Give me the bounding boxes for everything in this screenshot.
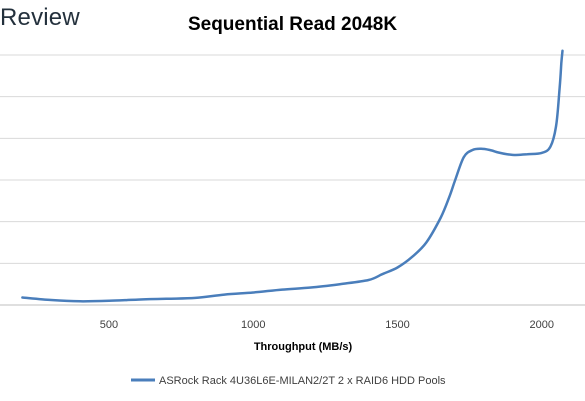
series-line	[21, 49, 564, 303]
x-tick-label: 1500	[385, 319, 409, 331]
chart-title: Sequential Read 2048K	[187, 14, 398, 35]
x-tick-label: 500	[100, 319, 118, 331]
brand-logo: Review	[0, 4, 80, 31]
x-tick-labels: 500 1000 1500 2000	[100, 319, 554, 331]
gridlines	[0, 54, 585, 264]
legend-label: ASRock Rack 4U36L6E-MILAN2/2T 2 x RAID6 …	[159, 375, 446, 387]
legend: ASRock Rack 4U36L6E-MILAN2/2T 2 x RAID6 …	[131, 375, 446, 387]
x-axis-title: Throughput (MB/s)	[254, 341, 353, 353]
series-layer	[21, 49, 564, 303]
x-tick-label: 1000	[241, 319, 265, 331]
x-tick-label: 2000	[529, 319, 553, 331]
